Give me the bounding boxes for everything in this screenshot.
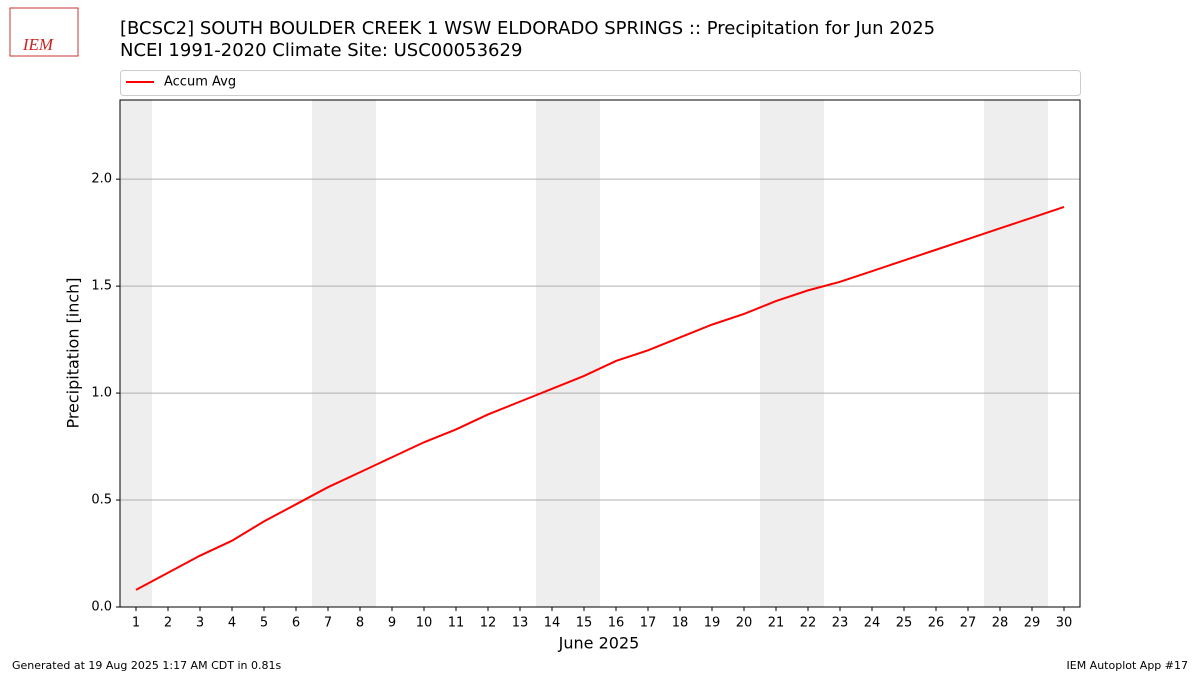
x-tick-label: 26 <box>928 616 945 631</box>
x-tick-label: 2 <box>164 616 172 631</box>
x-tick-label: 19 <box>704 616 721 631</box>
shade-band <box>536 100 600 607</box>
x-tick-label: 15 <box>576 616 593 631</box>
logo-box <box>9 7 79 57</box>
x-tick-label: 7 <box>324 616 332 631</box>
x-tick-label: 11 <box>448 616 465 631</box>
x-tick-label: 5 <box>260 616 268 631</box>
x-tick-label: 14 <box>544 616 561 631</box>
data-line <box>135 206 1065 591</box>
x-tick-label: 18 <box>672 616 689 631</box>
x-tick-label: 12 <box>480 616 497 631</box>
footer-right: IEM Autoplot App #17 <box>1067 659 1189 672</box>
shade-band <box>312 100 376 607</box>
y-tick-label: 2.0 <box>91 172 112 187</box>
chart-title: [BCSC2] SOUTH BOULDER CREEK 1 WSW ELDORA… <box>120 18 935 39</box>
x-tick-label: 21 <box>768 616 785 631</box>
chart-subtitle: NCEI 1991-2020 Climate Site: USC00053629 <box>120 40 522 61</box>
x-tick-label: 10 <box>416 616 433 631</box>
x-tick-label: 17 <box>640 616 657 631</box>
x-tick-label: 27 <box>960 616 977 631</box>
y-tick-label: 1.0 <box>91 386 112 401</box>
y-tick-label: 0.0 <box>91 600 112 615</box>
plot-frame <box>119 99 1081 608</box>
y-tick-label: 0.5 <box>91 493 112 508</box>
shade-band <box>984 100 1048 607</box>
x-axis-label: June 2025 <box>558 634 640 653</box>
x-tick-label: 25 <box>896 616 913 631</box>
x-tick-label: 4 <box>228 616 236 631</box>
legend-box <box>120 70 1081 96</box>
x-tick-label: 20 <box>736 616 753 631</box>
logo-text: IEM <box>22 35 54 54</box>
x-tick-label: 29 <box>1024 616 1041 631</box>
x-tick-label: 28 <box>992 616 1009 631</box>
legend-label: Accum Avg <box>164 75 236 90</box>
x-tick-label: 23 <box>832 616 849 631</box>
x-tick-label: 6 <box>292 616 300 631</box>
x-tick-label: 1 <box>132 616 140 631</box>
x-tick-label: 9 <box>388 616 396 631</box>
shade-band <box>760 100 824 607</box>
y-tick-label: 1.5 <box>91 279 112 294</box>
y-axis-label: Precipitation [inch] <box>64 277 83 428</box>
x-tick-label: 22 <box>800 616 817 631</box>
x-tick-label: 30 <box>1056 616 1073 631</box>
x-tick-label: 8 <box>356 616 364 631</box>
footer-left: Generated at 19 Aug 2025 1:17 AM CDT in … <box>12 659 281 672</box>
x-tick-label: 24 <box>864 616 881 631</box>
x-tick-label: 3 <box>196 616 204 631</box>
x-tick-label: 16 <box>608 616 625 631</box>
x-tick-label: 13 <box>512 616 529 631</box>
shade-band <box>120 100 152 607</box>
